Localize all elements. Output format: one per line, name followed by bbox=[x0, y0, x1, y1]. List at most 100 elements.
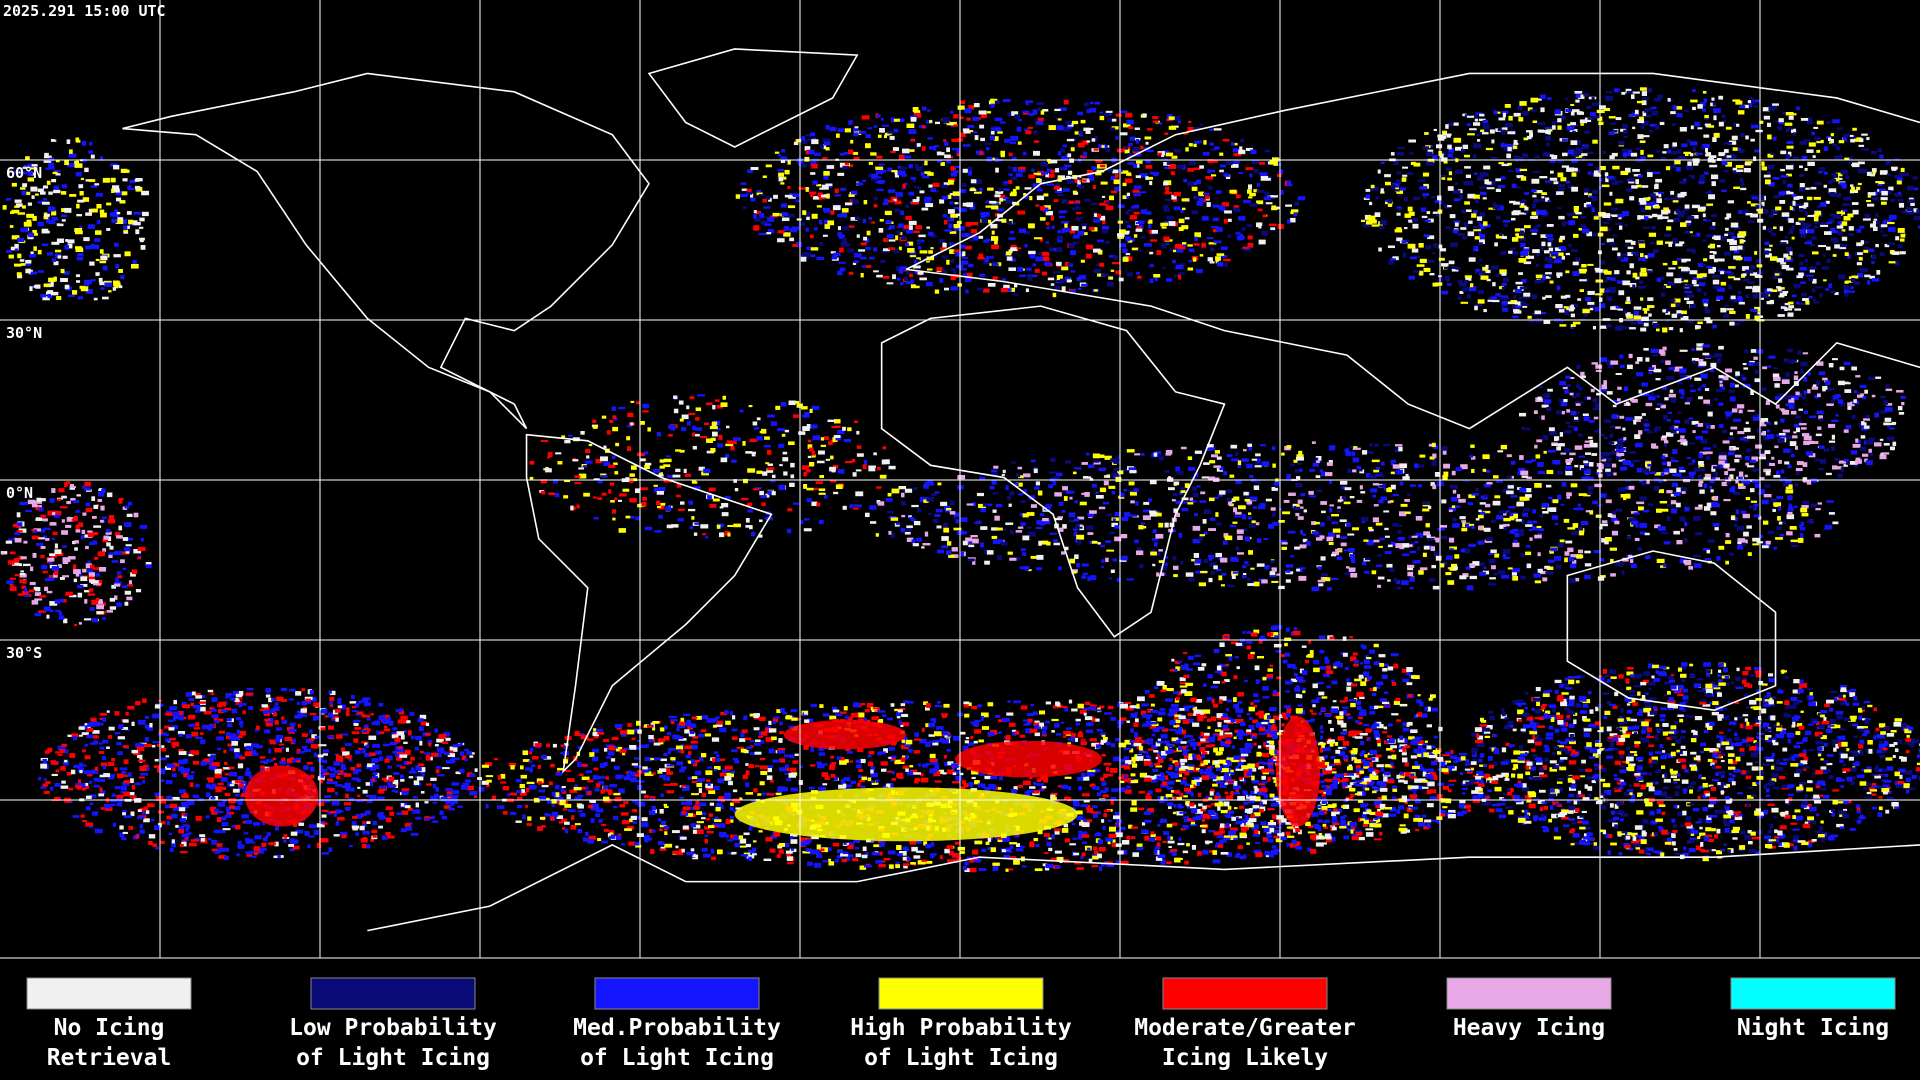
icing-pixel bbox=[1016, 843, 1021, 848]
icing-pixel bbox=[1876, 749, 1884, 754]
icing-pixel bbox=[632, 809, 637, 813]
icing-pixel bbox=[972, 849, 979, 855]
icing-pixel bbox=[580, 786, 586, 790]
icing-pixel bbox=[369, 752, 376, 757]
icing-pixel bbox=[1875, 774, 1883, 777]
icing-pixel bbox=[383, 719, 390, 725]
icing-pixel bbox=[1159, 818, 1168, 823]
icing-pixel bbox=[292, 845, 300, 850]
icing-pixel bbox=[237, 844, 245, 849]
icing-pixel bbox=[1029, 786, 1036, 789]
icing-pixel bbox=[178, 750, 187, 755]
icing-pixel bbox=[1157, 753, 1161, 758]
icing-pixel bbox=[1200, 740, 1205, 744]
icing-pixel bbox=[1660, 852, 1665, 857]
icing-pixel bbox=[305, 698, 311, 703]
icing-pixel bbox=[1618, 737, 1626, 742]
icing-pixel bbox=[1123, 756, 1129, 761]
icing-pixel bbox=[1864, 719, 1870, 725]
icing-pixel bbox=[816, 853, 823, 859]
icing-pixel bbox=[1509, 744, 1515, 747]
icing-pixel bbox=[445, 737, 451, 741]
icing-pixel bbox=[1829, 810, 1833, 813]
icing-pixel bbox=[1727, 753, 1735, 757]
icing-pixel bbox=[1681, 779, 1689, 784]
icing-pixel bbox=[1614, 691, 1619, 697]
icing-pixel bbox=[541, 784, 549, 788]
icing-pixel bbox=[1164, 740, 1170, 744]
icing-pixel bbox=[631, 763, 638, 766]
icing-pixel bbox=[926, 703, 931, 708]
icing-pixel bbox=[1510, 787, 1514, 792]
icing-pixel bbox=[564, 803, 572, 808]
icing-pixel bbox=[1264, 729, 1272, 734]
icing-pixel bbox=[1245, 730, 1252, 735]
icing-pixel bbox=[1191, 845, 1197, 850]
icing-pixel bbox=[1588, 756, 1596, 759]
icing-pixel bbox=[1486, 780, 1492, 783]
icing-pixel bbox=[1542, 828, 1550, 833]
icing-pixel bbox=[680, 766, 687, 770]
icing-pixel bbox=[1483, 773, 1491, 779]
icing-pixel bbox=[1013, 786, 1018, 791]
icing-pixel bbox=[663, 736, 670, 741]
icing-pixel bbox=[384, 758, 390, 763]
icing-pixel bbox=[1072, 837, 1078, 840]
icing-pixel bbox=[330, 700, 334, 703]
icing-pixel bbox=[902, 765, 909, 770]
icing-pixel bbox=[130, 778, 134, 784]
icing-pixel bbox=[1653, 705, 1658, 710]
icing-pixel bbox=[1631, 832, 1638, 837]
icing-pixel bbox=[1484, 735, 1491, 739]
icing-pixel bbox=[1437, 768, 1444, 772]
icing-pixel bbox=[1467, 809, 1471, 812]
icing-pixel bbox=[1563, 683, 1569, 688]
icing-pixel bbox=[1482, 727, 1491, 731]
icing-pixel bbox=[1192, 706, 1198, 711]
icing-pixel bbox=[845, 784, 853, 787]
icing-pixel bbox=[1689, 663, 1694, 667]
icing-pixel bbox=[1761, 708, 1767, 714]
icing-pixel bbox=[335, 809, 342, 814]
icing-pixel bbox=[1089, 738, 1097, 742]
icing-pixel bbox=[353, 768, 362, 773]
icing-pixel bbox=[1144, 751, 1149, 754]
icing-pixel bbox=[248, 775, 253, 780]
icing-pixel bbox=[139, 829, 145, 834]
icing-pixel bbox=[877, 751, 886, 755]
icing-pixel bbox=[1564, 697, 1570, 702]
icing-pixel bbox=[1126, 835, 1131, 840]
icing-pixel bbox=[319, 769, 328, 773]
icing-pixel bbox=[1820, 735, 1827, 740]
icing-pixel bbox=[1532, 815, 1539, 820]
icing-pixel bbox=[786, 778, 792, 782]
icing-pixel bbox=[1118, 742, 1127, 748]
icing-pixel bbox=[724, 792, 731, 797]
icing-pixel bbox=[1081, 831, 1088, 835]
icing-pixel bbox=[545, 756, 551, 760]
icing-pixel bbox=[212, 762, 220, 767]
icing-pixel bbox=[160, 771, 166, 775]
icing-pixel bbox=[526, 781, 535, 785]
icing-pixel bbox=[1354, 830, 1362, 833]
icing-pixel bbox=[1719, 735, 1727, 738]
icing-pixel bbox=[933, 739, 940, 743]
icing-pixel bbox=[1701, 849, 1709, 853]
icing-pixel bbox=[1592, 753, 1599, 758]
icing-pixel bbox=[577, 804, 584, 809]
icing-pixel bbox=[1169, 849, 1178, 852]
icing-pixel bbox=[1242, 779, 1247, 783]
icing-pixel bbox=[1643, 707, 1652, 713]
icing-pixel bbox=[1734, 717, 1738, 721]
icing-pixel bbox=[1208, 830, 1215, 833]
icing-pixel bbox=[978, 868, 987, 872]
icing-pixel bbox=[1275, 838, 1283, 843]
icing-pixel bbox=[502, 786, 510, 791]
icing-pixel bbox=[1138, 791, 1146, 794]
icing-pixel bbox=[932, 718, 937, 723]
icing-pixel bbox=[1064, 776, 1072, 779]
icing-pixel bbox=[520, 774, 528, 779]
icing-pixel bbox=[368, 735, 377, 740]
icing-pixel bbox=[1681, 730, 1686, 733]
icing-pixel bbox=[1686, 840, 1695, 843]
